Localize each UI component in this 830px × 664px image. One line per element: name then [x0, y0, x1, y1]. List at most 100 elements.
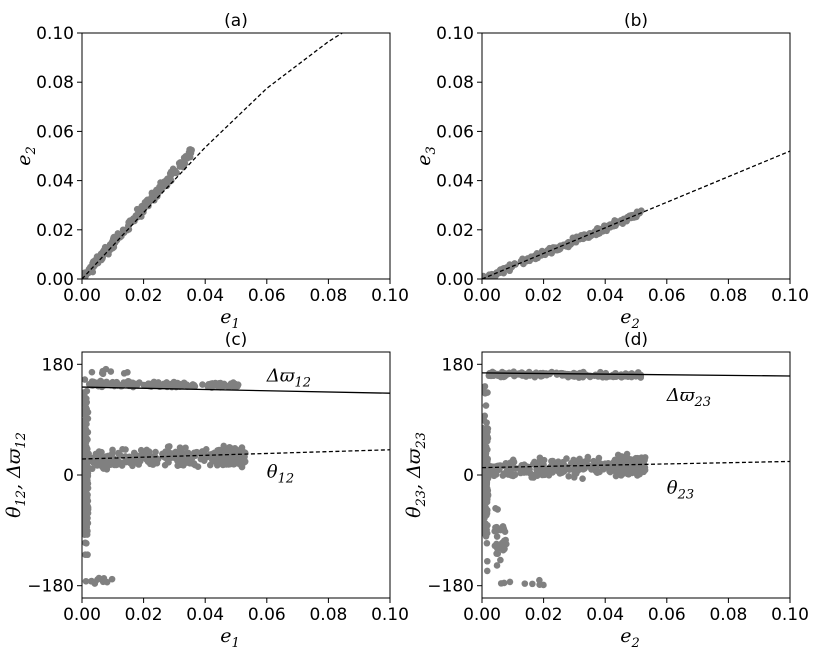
scatter-point — [94, 576, 101, 583]
scatter-point — [494, 526, 502, 534]
scatter-point — [497, 556, 504, 564]
scatter-point — [482, 383, 489, 390]
scatter-point — [570, 474, 578, 481]
scatter-point — [174, 462, 181, 469]
scatter-point — [482, 459, 488, 467]
y-tick-label: 0.10 — [36, 24, 74, 44]
scatter-point — [620, 468, 627, 476]
scatter-point — [483, 567, 491, 575]
scatter-point — [533, 465, 540, 473]
scatter-point — [492, 504, 499, 512]
scatter-point — [82, 463, 86, 470]
scatter-point — [215, 382, 223, 390]
scatter-point — [482, 502, 486, 509]
scatter-point — [591, 467, 599, 474]
y-tick-label: 0.04 — [36, 172, 74, 192]
scatter-point — [508, 472, 515, 479]
panel-d: 0.00 0.02 0.04 0.06 0.08 0.10 −180 0 180 (d) e2 θ23… — [403, 330, 809, 651]
y-tick-label: 0.04 — [436, 172, 474, 192]
x-tick-label: 0.10 — [771, 286, 809, 306]
x-tick-label: 0.10 — [771, 605, 809, 625]
scatter-point — [492, 463, 499, 470]
scatter-point — [82, 496, 89, 504]
scatter-point — [482, 492, 487, 500]
scatter-point — [104, 380, 112, 388]
x-tick-label: 0.00 — [63, 605, 101, 625]
y-tick-label: 0.08 — [436, 73, 474, 93]
scatter-point — [483, 539, 491, 547]
scatter-point — [88, 368, 96, 376]
y-axis-label-d: θ23, Δϖ23 — [403, 432, 429, 518]
scatter-point — [109, 446, 116, 454]
dashed-fit-line-c — [82, 449, 390, 460]
y-axis-label-c: θ12, Δϖ12 — [3, 432, 29, 518]
scatter-point — [616, 457, 623, 464]
scatter-point — [608, 372, 616, 379]
scatter-point — [511, 260, 518, 267]
scatter-point — [217, 455, 224, 462]
y-tick-label: 0.02 — [36, 221, 74, 241]
scatter-point — [190, 450, 197, 458]
x-tick-label: 0.04 — [586, 286, 624, 306]
scatter-point — [87, 578, 95, 585]
x-tick-label: 0.08 — [709, 605, 747, 625]
scatter-point — [482, 525, 489, 533]
scatter-point — [590, 457, 597, 465]
y-tick-label: 0.06 — [436, 122, 474, 142]
scatter-point — [83, 435, 91, 443]
scatter-point — [161, 179, 168, 187]
scatter-point — [562, 463, 569, 471]
scatter-point — [124, 368, 131, 376]
scatter-point — [102, 365, 110, 373]
scatter-point — [83, 540, 90, 547]
scatter-point — [482, 425, 486, 432]
axis-frame-b — [481, 32, 791, 280]
scatter-point — [177, 446, 185, 454]
scatter-point — [94, 461, 102, 469]
scatter-point — [570, 456, 577, 464]
scatter-point — [508, 462, 516, 470]
panel-title-a: (a) — [224, 11, 248, 31]
scatter-point — [501, 545, 508, 553]
scatter-point — [106, 242, 114, 249]
scatter-point — [83, 387, 91, 395]
scatter-point — [494, 550, 502, 557]
x-tick-label: 0.08 — [309, 605, 347, 625]
plot-area-a — [82, 33, 343, 279]
scatter-point — [499, 523, 507, 530]
scatter-point — [177, 381, 184, 388]
scatter-point — [484, 557, 491, 565]
scatter-point — [180, 460, 188, 467]
scatter-point — [123, 380, 131, 388]
panel-c: 0.00 0.02 0.04 0.06 0.08 0.10 −180 0 180 (c) e1 θ12… — [3, 330, 409, 651]
scatter-point — [581, 458, 589, 465]
scatter-point — [161, 454, 169, 461]
scatter-point — [540, 581, 547, 589]
scatter-point — [161, 461, 169, 469]
plot-area-c — [82, 365, 390, 587]
scatter-point — [147, 381, 154, 389]
y-axis-label-a: e2 — [13, 146, 39, 166]
scatter-point — [529, 580, 536, 588]
scatter-point — [608, 461, 615, 468]
panel-title-b: (b) — [624, 11, 648, 31]
y-tick-label: 0.06 — [36, 122, 74, 142]
y-axis-label-b: e3 — [413, 146, 439, 166]
scatter-point — [82, 403, 90, 411]
scatter-point — [542, 467, 550, 475]
scatter-point — [108, 575, 116, 583]
solid-fit-line-c — [82, 386, 390, 394]
scatter-point — [628, 370, 635, 377]
scatter-point — [502, 460, 510, 468]
annotation-label: θ23 — [667, 477, 694, 502]
scatter-point — [231, 383, 238, 391]
scatter-point — [82, 422, 88, 430]
scatter-point — [633, 460, 641, 468]
scatter-point — [237, 459, 245, 467]
scatter-point — [493, 533, 501, 540]
plot-area-d — [482, 368, 790, 589]
x-tick-label: 0.00 — [463, 286, 501, 306]
scatter-point — [84, 484, 92, 492]
scatter-point — [103, 466, 111, 473]
dashed-fit-line-b — [482, 150, 790, 279]
